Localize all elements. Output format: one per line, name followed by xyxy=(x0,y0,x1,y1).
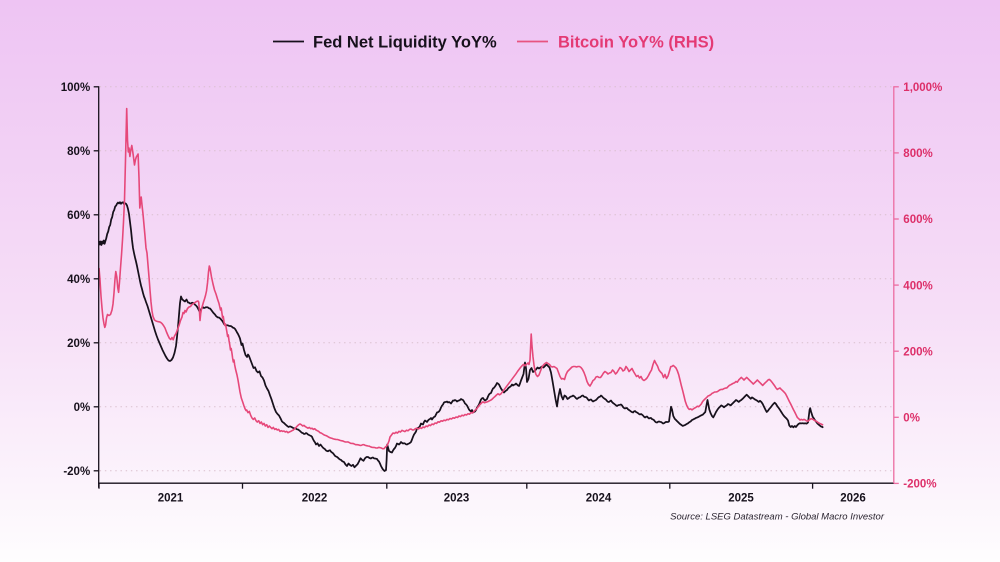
svg-text:200%: 200% xyxy=(903,346,932,358)
svg-text:60%: 60% xyxy=(67,210,90,222)
svg-text:2025: 2025 xyxy=(728,493,754,505)
svg-text:2021: 2021 xyxy=(158,493,184,505)
svg-text:600%: 600% xyxy=(903,214,932,226)
svg-text:Bitcoin YoY% (RHS): Bitcoin YoY% (RHS) xyxy=(558,34,714,52)
svg-text:Fed Net Liquidity YoY%: Fed Net Liquidity YoY% xyxy=(313,34,497,52)
svg-text:2022: 2022 xyxy=(302,493,328,505)
svg-text:1,000%: 1,000% xyxy=(903,82,942,94)
svg-text:100%: 100% xyxy=(61,82,90,94)
svg-text:80%: 80% xyxy=(67,146,90,158)
svg-text:0%: 0% xyxy=(74,402,91,414)
svg-text:-20%: -20% xyxy=(63,466,90,478)
svg-text:0%: 0% xyxy=(903,413,920,425)
svg-text:40%: 40% xyxy=(67,274,90,286)
svg-text:400%: 400% xyxy=(903,280,932,292)
svg-text:2023: 2023 xyxy=(444,493,470,505)
svg-text:Source: LSEG Datastream - Glob: Source: LSEG Datastream - Global Macro I… xyxy=(670,512,885,523)
svg-text:20%: 20% xyxy=(67,338,90,350)
svg-text:2026: 2026 xyxy=(840,493,866,505)
svg-text:800%: 800% xyxy=(903,148,932,160)
svg-text:-200%: -200% xyxy=(903,479,936,491)
svg-text:2024: 2024 xyxy=(586,493,612,505)
